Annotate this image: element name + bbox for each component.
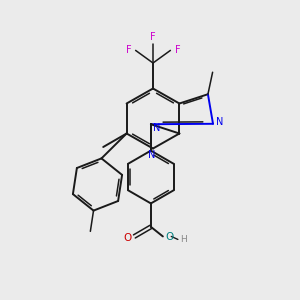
Text: N: N xyxy=(216,117,223,127)
Text: O: O xyxy=(124,233,132,243)
Text: F: F xyxy=(126,45,131,56)
Text: N: N xyxy=(148,150,155,160)
Text: O: O xyxy=(165,232,174,242)
Text: F: F xyxy=(150,32,156,42)
Text: H: H xyxy=(180,235,187,244)
Text: N: N xyxy=(153,123,160,133)
Text: F: F xyxy=(175,45,180,56)
